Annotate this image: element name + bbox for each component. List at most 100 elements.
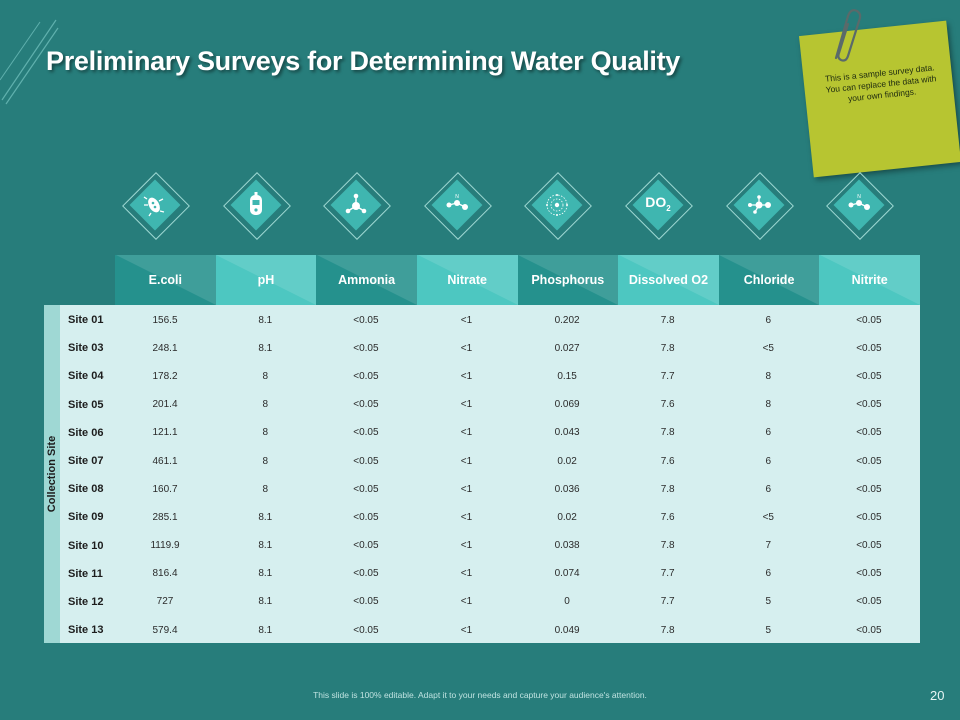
table-cell: 0.038 xyxy=(554,540,580,552)
table-cell: 7.8 xyxy=(660,342,675,354)
table-cell: <0.05 xyxy=(856,314,882,326)
table-cell: 156.5 xyxy=(152,314,178,326)
table-cell: 7.8 xyxy=(660,427,675,439)
table-cell: 8.1 xyxy=(258,342,273,354)
do2-label: DO xyxy=(645,194,667,210)
table-cell: <0.05 xyxy=(856,540,882,552)
table-cell: 5 xyxy=(765,596,772,608)
table-cell: <0.05 xyxy=(856,568,882,580)
table-cell: 461.1 xyxy=(152,455,178,467)
row-site-label: Site 12 xyxy=(68,595,104,608)
table-cell: 8 xyxy=(262,455,269,467)
icon-cell-phosphorus xyxy=(517,172,617,250)
table-cell: <0.05 xyxy=(353,342,379,354)
table-cell: <5 xyxy=(762,511,774,523)
table-cell: 7.7 xyxy=(660,568,675,580)
table-row: Site 07 461.1 8 <0.05 <1 0.02 7.6 6 <0.05 xyxy=(60,447,920,475)
table-cell: <0.05 xyxy=(856,427,882,439)
table-cell: <1 xyxy=(460,511,473,523)
table-cell: 0.069 xyxy=(554,399,580,411)
sticky-note: This is a sample survey data. You can re… xyxy=(798,9,960,180)
table-cell: 579.4 xyxy=(152,624,178,636)
table-cell: <1 xyxy=(460,540,473,552)
table-cell: 8 xyxy=(262,370,269,382)
table-cell: <1 xyxy=(460,399,473,411)
icon-cell-ph xyxy=(216,172,316,250)
table-cell: <1 xyxy=(460,483,473,495)
table-cell: 0.02 xyxy=(557,511,577,523)
table-cell: <1 xyxy=(460,596,473,608)
table-row: Site 08 160.7 8 <0.05 <1 0.036 7.8 6 <0.05 xyxy=(60,475,920,503)
table-cell: 7.6 xyxy=(660,511,675,523)
table-cell: 0.202 xyxy=(554,314,580,326)
table-row: Site 03 248.1 8.1 <0.05 <1 0.027 7.8 <5 <0.05 xyxy=(60,334,920,362)
table-cell: 0.074 xyxy=(554,568,580,580)
table-cell: 816.4 xyxy=(152,568,178,580)
row-group-label: Collection Site xyxy=(46,435,58,513)
table-cell: <1 xyxy=(460,427,473,439)
do2-subscript: 2 xyxy=(666,203,671,213)
table-cell: 8 xyxy=(262,399,269,411)
nitrate-molecule-icon: N xyxy=(446,194,468,210)
table-cell: <0.05 xyxy=(856,624,882,636)
table-cell: <1 xyxy=(460,624,473,636)
table-cell: 7.8 xyxy=(660,624,675,636)
table-cell: <0.05 xyxy=(353,596,379,608)
table-cell: 8.1 xyxy=(258,511,273,523)
icon-cell-nitrite: N xyxy=(819,172,919,250)
do2-icon: DO2 xyxy=(640,194,676,213)
table-cell: 6 xyxy=(765,568,772,580)
table-cell: 6 xyxy=(765,455,772,467)
column-header-nitrate: Nitrate xyxy=(416,255,518,305)
table-cell: <0.05 xyxy=(856,455,882,467)
table-cell: 8.1 xyxy=(258,540,273,552)
table-cell: <5 xyxy=(762,342,774,354)
table-cell: 1119.9 xyxy=(150,540,180,552)
table-cell: 6 xyxy=(765,427,772,439)
row-site-label: Site 05 xyxy=(68,398,104,411)
slide-title: Preliminary Surveys for Determining Wate… xyxy=(46,46,680,76)
column-header-ph: pH xyxy=(215,255,317,305)
table-cell: <0.05 xyxy=(856,596,882,608)
table-cell: 160.7 xyxy=(152,483,178,495)
table-cell: <0.05 xyxy=(856,511,882,523)
parameter-icon-row: N DO2 xyxy=(115,172,920,250)
table-row: Site 12 727 8.1 <0.05 <1 0 7.7 5 <0.05 xyxy=(60,588,920,616)
table-cell: 8.1 xyxy=(258,596,273,608)
table-cell: 0.043 xyxy=(554,427,580,439)
table-cell: 7.7 xyxy=(660,370,675,382)
table-cell: 0 xyxy=(564,596,570,608)
table-cell: <0.05 xyxy=(856,483,882,495)
table-row: Site 13 579.4 8.1 <0.05 <1 0.049 7.8 5 <0.05 xyxy=(60,616,920,644)
table-cell: 6 xyxy=(765,483,772,495)
table-cell: <1 xyxy=(460,314,473,326)
column-header-ammonia: Ammonia xyxy=(316,255,417,305)
row-site-label: Site 08 xyxy=(68,483,104,496)
row-site-label: Site 06 xyxy=(68,426,104,439)
table-row: Site 09 285.1 8.1 <0.05 <1 0.02 7.6 <5 <0.05 xyxy=(60,503,920,531)
table-cell: 285.1 xyxy=(152,511,178,523)
column-header-chloride: Chloride xyxy=(718,255,820,305)
ammonia-molecule-icon xyxy=(345,193,367,214)
table-row: Site 10 1119.9 8.1 <0.05 <1 0.038 7.8 7 <0.05 xyxy=(60,532,920,560)
nitrite-molecule-icon: N xyxy=(848,194,871,210)
table-cell: 8 xyxy=(765,370,772,382)
table-cell: <0.05 xyxy=(353,483,379,495)
table-cell: <0.05 xyxy=(353,399,379,411)
row-site-label: Site 11 xyxy=(68,567,103,580)
table-cell: 7.8 xyxy=(660,483,675,495)
table-header: E.coli pH Ammonia Nitrate Phosphorus Dis… xyxy=(115,255,920,305)
ph-meter-icon xyxy=(249,192,262,215)
table-cell: 201.4 xyxy=(152,399,178,411)
table-cell: 6 xyxy=(765,314,772,326)
table-row: Site 06 121.1 8 <0.05 <1 0.043 7.8 6 <0.05 xyxy=(60,419,920,447)
icon-cell-ecoli xyxy=(115,172,215,250)
svg-text:N: N xyxy=(857,194,861,200)
table-cell: <0.05 xyxy=(353,455,379,467)
table-cell: 8 xyxy=(262,483,269,495)
table-cell: <0.05 xyxy=(353,314,379,326)
table-cell: <0.05 xyxy=(856,342,882,354)
table-row: Site 05 201.4 8 <0.05 <1 0.069 7.6 8 <0.05 xyxy=(60,391,920,419)
icon-cell-ammonia xyxy=(316,172,416,250)
table-cell: 8 xyxy=(262,427,269,439)
